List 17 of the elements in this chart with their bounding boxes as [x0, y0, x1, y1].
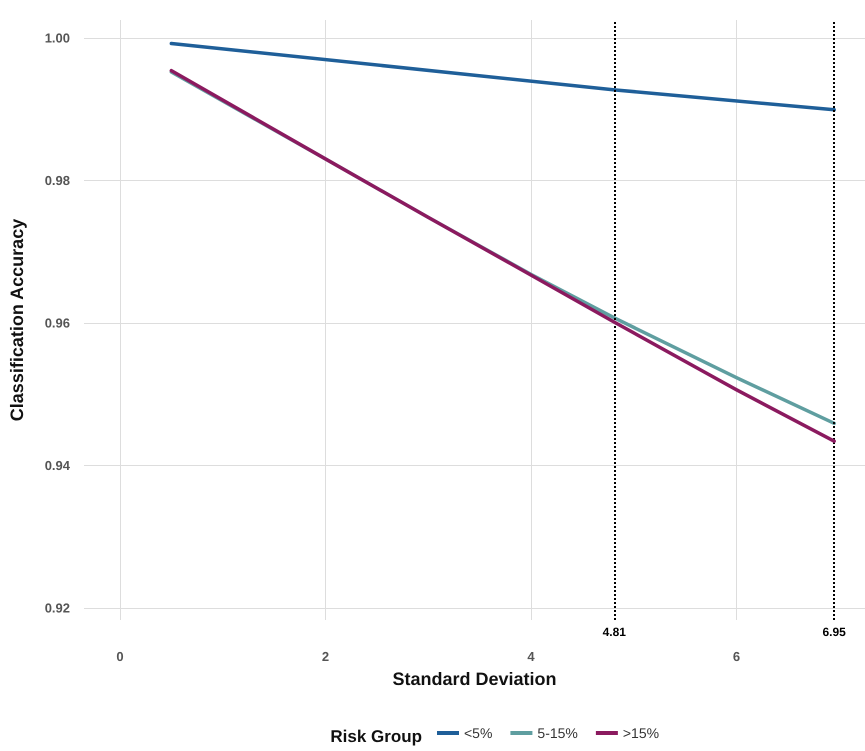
legend-label: 5-15% — [537, 725, 578, 741]
x-tick-label: 2 — [322, 649, 330, 664]
ref-line-label: 4.81 — [602, 625, 626, 639]
x-tick-label: 0 — [116, 649, 124, 664]
x-tick-label: 6 — [732, 649, 740, 664]
y-tick-label: 0.92 — [44, 600, 70, 616]
y-tick-label: 0.96 — [44, 315, 70, 330]
x-axis-title: Standard Deviation — [392, 669, 557, 689]
y-tick-label: 1.00 — [44, 30, 70, 46]
y-tick-label: 0.94 — [44, 458, 71, 473]
legend-label: <5% — [464, 725, 492, 741]
y-tick-label: 0.98 — [44, 172, 70, 188]
x-tick-label: 4 — [527, 649, 536, 664]
legend-title: Risk Group — [330, 727, 422, 746]
y-axis-title: Classification Accuracy — [7, 218, 27, 422]
ref-line-label: 6.95 — [822, 625, 846, 639]
legend-label: >15% — [622, 725, 660, 741]
